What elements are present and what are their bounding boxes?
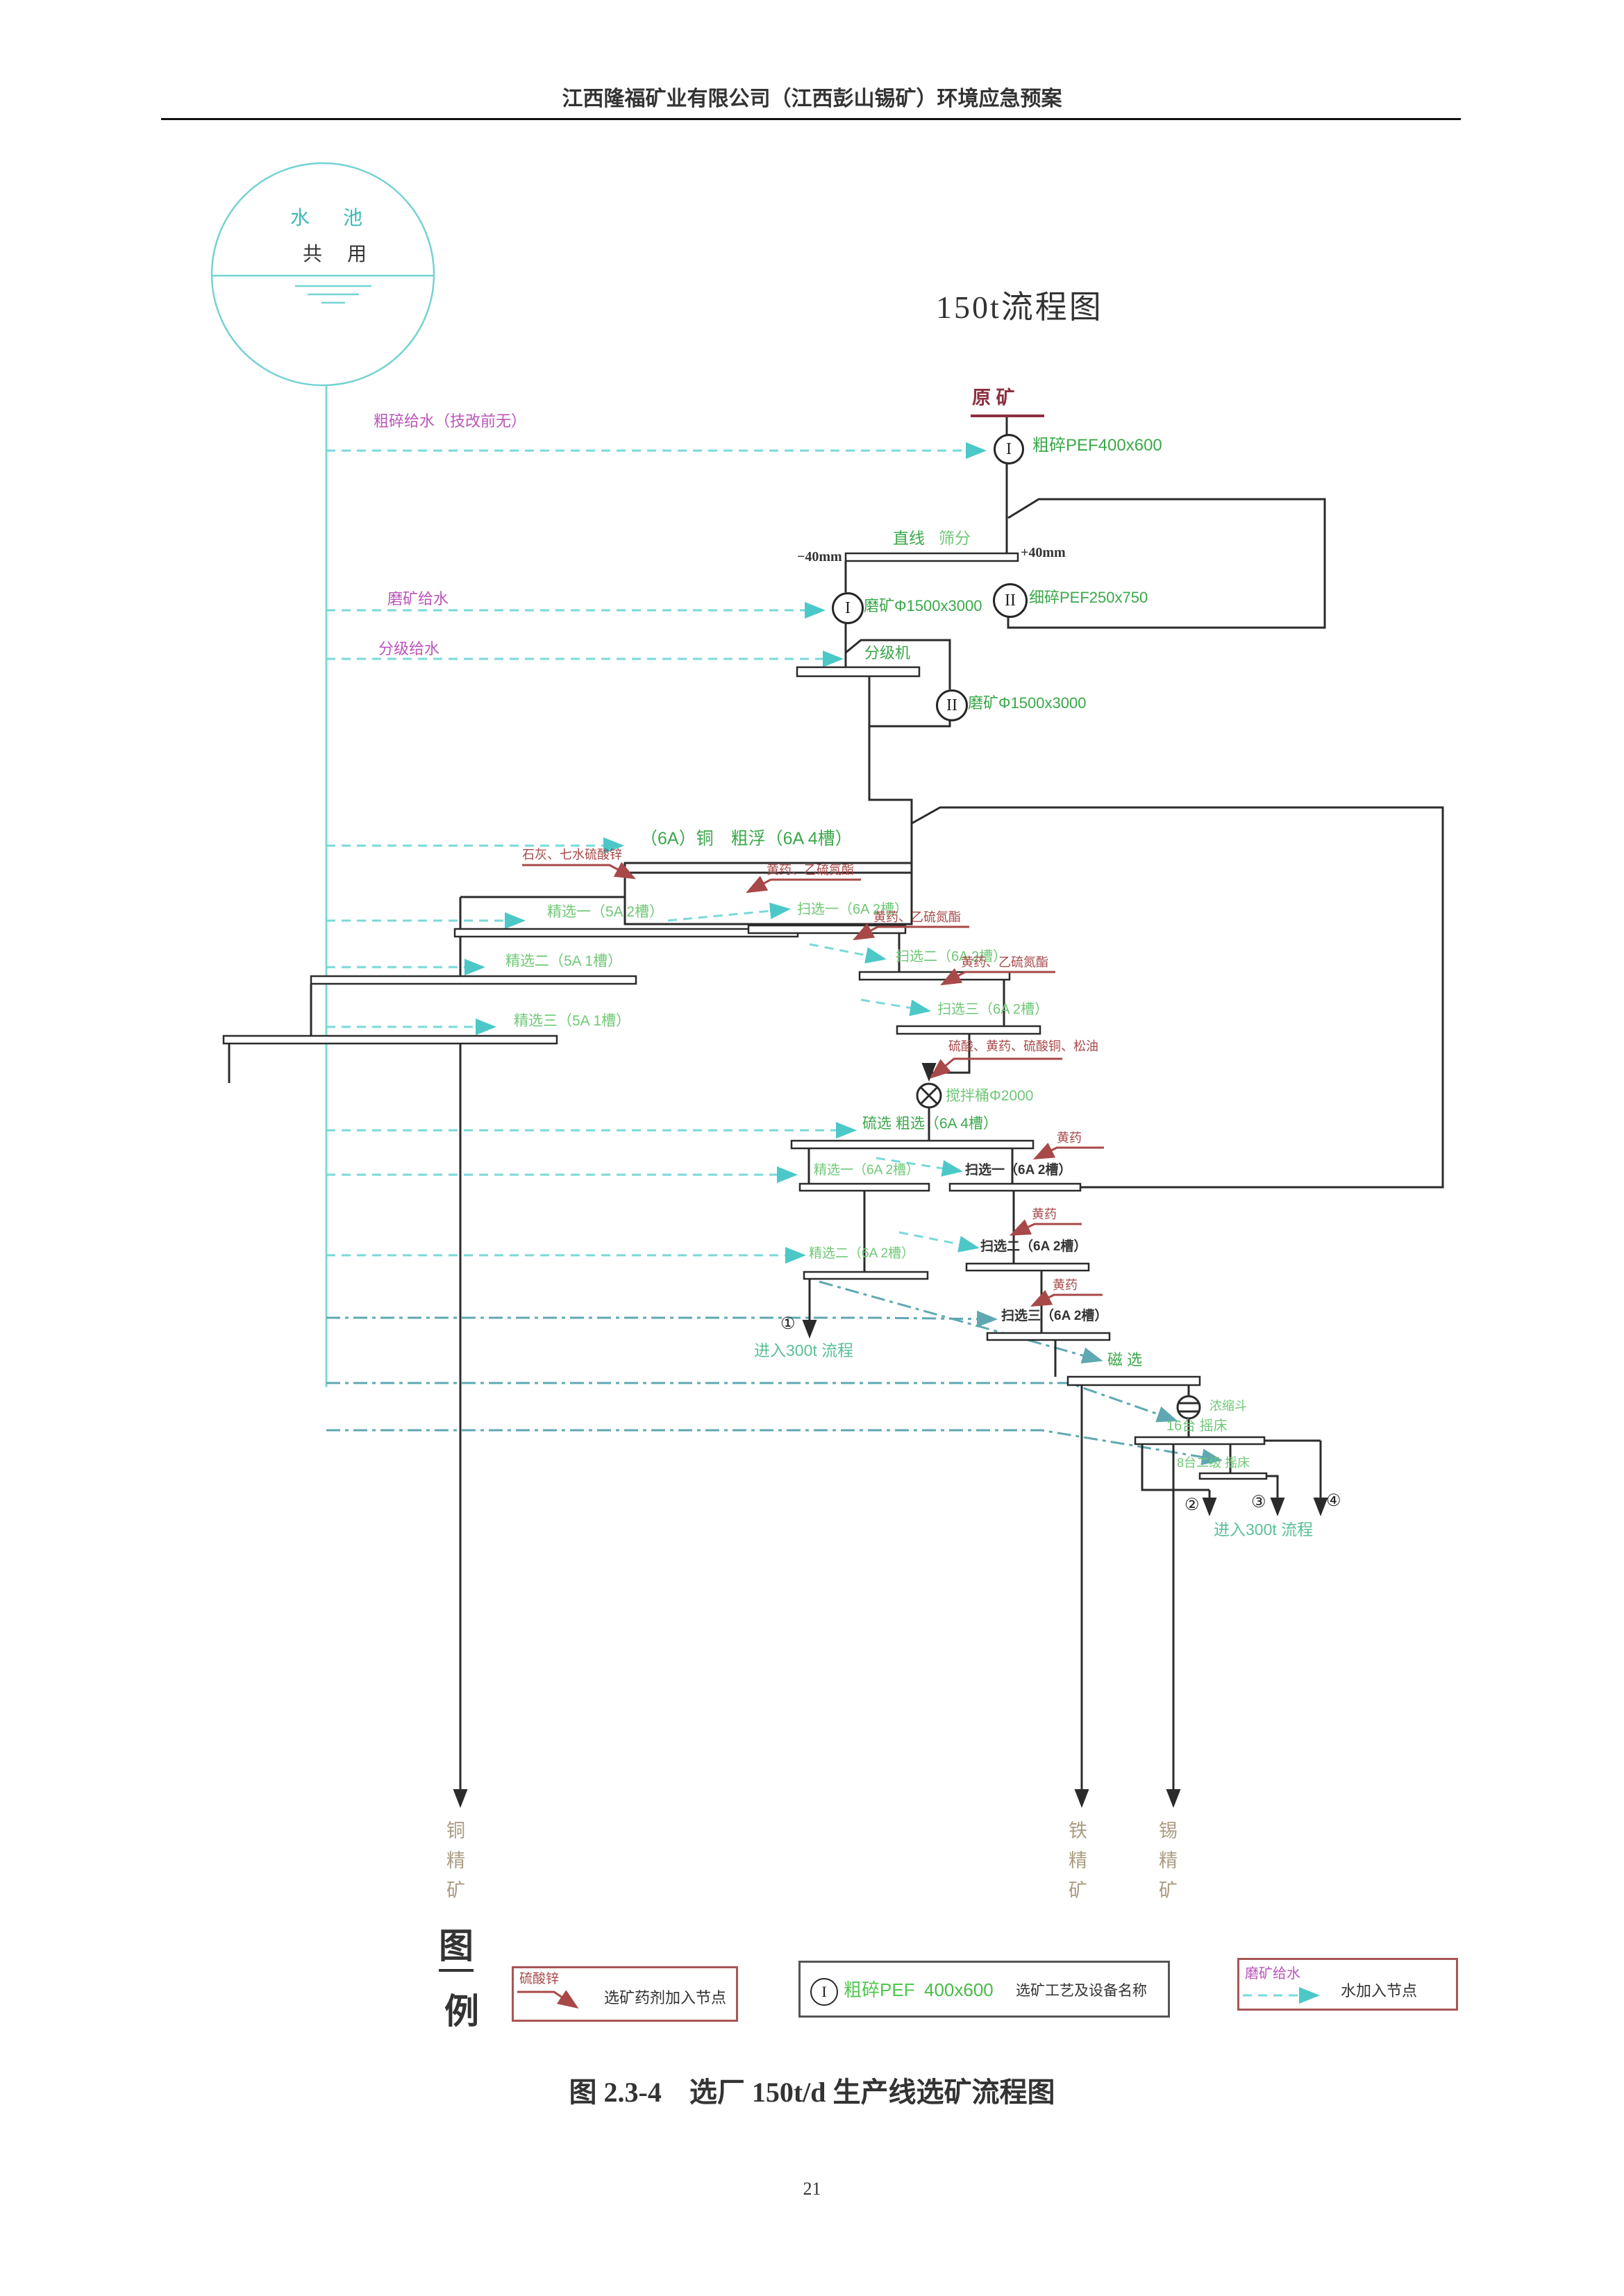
- coarse-crusher-label: 粗碎PEF400x600: [1032, 436, 1162, 455]
- minus-40mm-label: −40mm: [797, 549, 842, 564]
- raw-ore-label: 原 矿: [972, 387, 1015, 408]
- cu-rougher-label: （6A）铜 粗浮（6A 4槽）: [640, 829, 853, 848]
- cu-scavenger-1-label: 扫选一（6A 2槽）: [797, 902, 909, 917]
- legend-item-reagent: 硫酸锌 选矿药剂加入节点: [512, 1966, 738, 2022]
- equipment-circle-mill-2: II: [936, 689, 968, 721]
- cu-cleaner-3-label: 精选三（5A 1槽）: [514, 1013, 631, 1029]
- s-cleaner-1-label: 精选一（6A 2槽）: [814, 1163, 920, 1178]
- stream-number-3: ③: [1251, 1493, 1266, 1511]
- fine-crusher-label: 细碎PEF250x750: [1029, 589, 1148, 606]
- equipment-number: I: [1006, 439, 1012, 458]
- mixer-label: 搅拌桶Φ2000: [946, 1088, 1034, 1104]
- equipment-circle-mill-1: I: [832, 592, 864, 624]
- legend-reagent-desc: 选矿药剂加入节点: [604, 1989, 727, 2006]
- reagent-label-xanthate-2: 黄药、乙硫氮酯: [873, 910, 961, 924]
- reagent-label-lime-zinc: 石灰、七水硫酸锌: [522, 848, 622, 862]
- magnetic-separation-label: 磁 选: [1107, 1351, 1143, 1368]
- cu-scavenger-2-label: 扫选二（6A 2槽）: [896, 949, 1007, 964]
- reagent-label-xanthate-1: 黄药、乙硫氮酯: [767, 863, 854, 877]
- equipment-number: I: [821, 1983, 827, 2000]
- reagent-label-xanthate-4: 黄药: [1057, 1131, 1082, 1145]
- mill-2-label: 磨矿Φ1500x3000: [968, 694, 1087, 712]
- mixer-symbol: [916, 1082, 942, 1109]
- equipment-circle-coarse-crusher: I: [994, 434, 1024, 464]
- product-tin-concentrate: 锡精矿: [1156, 1820, 1177, 1910]
- feed-label-crushing: 粗碎给水（技改前无）: [374, 412, 527, 430]
- cu-cleaner-1-label: 精选一（5A 2槽）: [547, 904, 664, 920]
- thickener-label: 浓缩斗: [1209, 1399, 1247, 1413]
- to-300t-left-label: 进入300t 流程: [754, 1341, 854, 1359]
- s-cleaner-2-label: 精选二（6A 2槽）: [809, 1246, 915, 1261]
- legend-water-tag: 磨矿给水: [1245, 1966, 1300, 1981]
- equipment-number: II: [946, 696, 957, 714]
- legend-equipment-desc: 选矿工艺及设备名称: [1016, 1983, 1147, 1999]
- page-header: 江西隆福矿业有限公司（江西彭山锡矿）环境应急预案: [562, 87, 1062, 110]
- plus-40mm-label: +40mm: [1021, 545, 1066, 560]
- s-rougher-label: 硫选 粗选（6A 4槽）: [862, 1116, 998, 1132]
- water-pool-symbol: [210, 162, 435, 387]
- reagent-label-sulfuric-mix: 硫酸、黄药、硫酸铜、松油: [948, 1039, 1098, 1053]
- water-pool-label-top: 水 池: [290, 207, 370, 228]
- product-iron-concentrate: 铁精矿: [1066, 1820, 1087, 1910]
- legend-item-equipment: I 粗碎PEF 400x600 选矿工艺及设备名称: [798, 1961, 1170, 2018]
- tables-8-label: 8台二级 摇床: [1177, 1456, 1250, 1470]
- reagent-label-xanthate-3: 黄药、乙硫氮酯: [961, 955, 1048, 969]
- page-number: 21: [803, 2179, 821, 2199]
- screen-label-left: 直线: [893, 529, 925, 547]
- cu-cleaner-2-label: 精选二（5A 1槽）: [505, 953, 623, 969]
- reagent-label-xanthate-5: 黄药: [1032, 1207, 1057, 1221]
- s-scavenger-3-label: 扫选三（6A 2槽）: [1001, 1309, 1108, 1323]
- s-scavenger-1-label: 扫选一（6A 2槽）: [965, 1163, 1072, 1178]
- feed-label-classifying: 分级给水: [378, 640, 440, 657]
- equipment-circle-fine-crusher: II: [993, 583, 1028, 618]
- product-copper-concentrate: 铜精矿: [444, 1820, 464, 1910]
- water-pool-label-bottom: 共 用: [303, 243, 370, 265]
- legend-item-water: 磨矿给水 水加入节点: [1237, 1958, 1458, 2011]
- legend-reagent-tag: 硫酸锌: [519, 1972, 560, 1986]
- cu-scavenger-3-label: 扫选三（6A 2槽）: [937, 1002, 1049, 1017]
- water-feed-lines: [325, 386, 1320, 2004]
- process-flow-lines: [222, 414, 1444, 1808]
- to-300t-right-label: 进入300t 流程: [1214, 1520, 1314, 1539]
- legend-equipment-circle: I: [810, 1978, 838, 2006]
- reagent-label-xanthate-6: 黄药: [1053, 1278, 1078, 1292]
- s-scavenger-2-label: 扫选二（6A 2槽）: [980, 1239, 1087, 1254]
- feed-label-grinding: 磨矿给水: [387, 590, 449, 607]
- header-rule: [161, 118, 1461, 120]
- equipment-number: II: [1005, 591, 1016, 610]
- equipment-number: I: [845, 598, 851, 617]
- legend-equipment-tag: 粗碎PEF: [844, 1979, 915, 2000]
- classifier-label: 分级机: [864, 644, 911, 662]
- legend-equipment-size: 400x600: [924, 1979, 994, 2000]
- stream-number-1: ①: [780, 1315, 796, 1333]
- thickener-symbol: [1176, 1395, 1201, 1420]
- mill-1-label: 磨矿Φ1500x3000: [864, 597, 982, 614]
- stream-number-2: ②: [1184, 1496, 1200, 1514]
- diagram-title: 150t流程图: [936, 290, 1103, 325]
- reagent-arrows: [517, 862, 1104, 2009]
- figure-caption: 图 2.3-4 选厂 150t/d 生产线选矿流程图: [569, 2077, 1055, 2108]
- legend-title-char-2: 例: [444, 1992, 479, 2031]
- tables-16-label: 16台 摇床: [1166, 1418, 1228, 1434]
- legend-title-char-1: 图: [439, 1929, 474, 1972]
- screen-label-right: 筛分: [939, 529, 971, 547]
- legend-water-desc: 水加入节点: [1341, 1982, 1418, 2000]
- stream-number-4: ④: [1326, 1492, 1341, 1510]
